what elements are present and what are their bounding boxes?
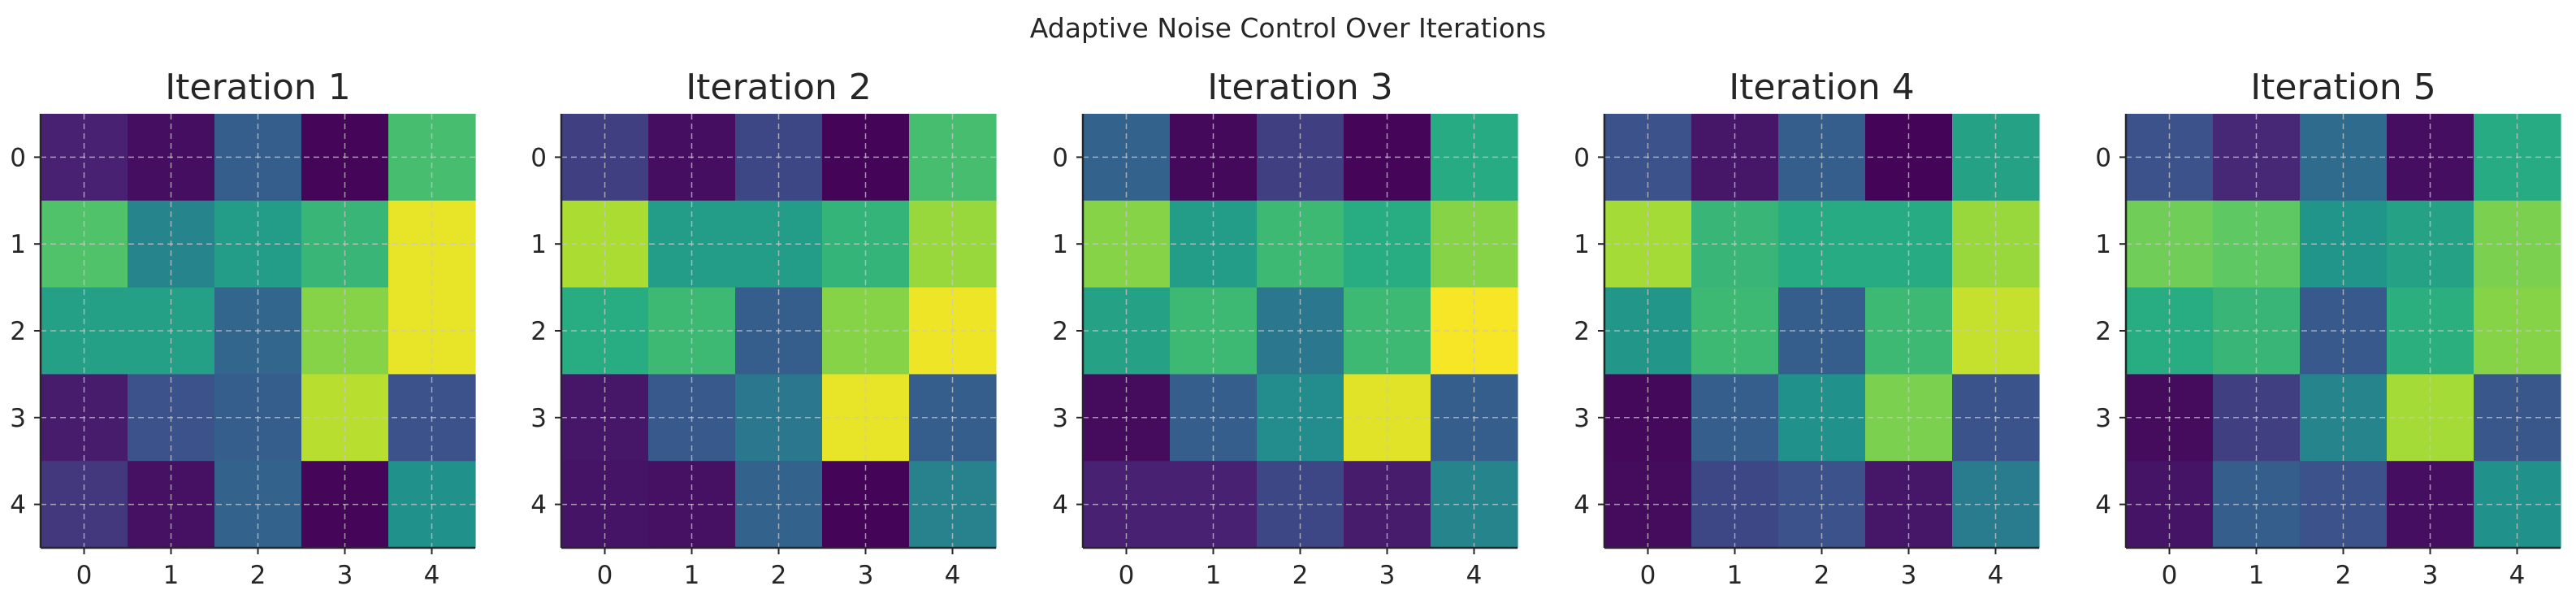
y-tick-label: 3 (1574, 404, 1590, 433)
x-tick-label: 2 (771, 561, 787, 590)
x-tick-label: 3 (2422, 561, 2439, 590)
y-tick-label: 0 (10, 143, 26, 172)
y-tick-label: 2 (1052, 317, 1068, 346)
x-tick-label: 3 (337, 561, 353, 590)
x-tick-label: 0 (597, 561, 613, 590)
x-tick-label: 1 (163, 561, 180, 590)
panel-title: Iteration 4 (1729, 67, 1915, 108)
x-tick-label: 2 (2336, 561, 2352, 590)
x-tick-label: 2 (1814, 561, 1830, 590)
heatmap-panel-1: Iteration 1 0 1 2 3 4 0 1 2 3 4 (10, 67, 476, 590)
y-tick-label: 4 (2095, 491, 2111, 520)
y-tick-label: 1 (10, 230, 26, 259)
y-tick-label: 2 (2095, 317, 2111, 346)
y-tick-label: 0 (530, 143, 547, 172)
heatmap-panel-4: Iteration 4 0 1 2 3 4 0 1 2 3 4 (1574, 67, 2040, 590)
y-tick-label: 4 (1052, 491, 1068, 520)
x-tick-label: 1 (1206, 561, 1222, 590)
x-tick-label: 1 (684, 561, 700, 590)
x-tick-label: 4 (1988, 561, 2004, 590)
x-tick-label: 2 (1292, 561, 1309, 590)
y-tick-label: 3 (10, 404, 26, 433)
y-tick-label: 2 (10, 317, 26, 346)
x-tick-label: 4 (424, 561, 440, 590)
x-tick-label: 3 (858, 561, 874, 590)
y-tick-label: 2 (1574, 317, 1590, 346)
panel-title: Iteration 2 (686, 67, 872, 108)
x-tick-label: 0 (1640, 561, 1656, 590)
y-tick-label: 3 (530, 404, 547, 433)
x-tick-label: 2 (250, 561, 266, 590)
x-tick-label: 1 (2249, 561, 2265, 590)
x-tick-label: 1 (1727, 561, 1743, 590)
panel-title: Iteration 1 (165, 67, 351, 108)
heatmap-panel-2: Iteration 2 0 1 2 3 4 0 1 2 3 4 (530, 67, 997, 590)
x-tick-label: 4 (2509, 561, 2526, 590)
y-tick-label: 1 (530, 230, 547, 259)
x-tick-label: 4 (945, 561, 961, 590)
y-tick-label: 4 (10, 491, 26, 520)
y-tick-label: 4 (1574, 491, 1590, 520)
y-tick-label: 1 (1052, 230, 1068, 259)
x-tick-label: 0 (1119, 561, 1135, 590)
y-tick-label: 4 (530, 491, 547, 520)
y-tick-label: 1 (1574, 230, 1590, 259)
panel-title: Iteration 3 (1207, 67, 1393, 108)
heatmap-panel-5: Iteration 5 0 1 2 3 4 0 1 2 3 4 (2095, 67, 2561, 590)
x-tick-label: 3 (1379, 561, 1396, 590)
x-tick-label: 0 (2162, 561, 2178, 590)
y-tick-label: 3 (1052, 404, 1068, 433)
x-tick-label: 4 (1466, 561, 1483, 590)
figure-suptitle: Adaptive Noise Control Over Iterations (1029, 12, 1547, 44)
y-tick-label: 3 (2095, 404, 2111, 433)
heatmap-panel-3: Iteration 3 0 1 2 3 4 0 1 2 3 4 (1052, 67, 1518, 590)
y-tick-label: 0 (2095, 143, 2111, 172)
y-tick-label: 2 (530, 317, 547, 346)
panel-title: Iteration 5 (2250, 67, 2436, 108)
y-tick-label: 0 (1574, 143, 1590, 172)
y-tick-label: 0 (1052, 143, 1068, 172)
y-tick-label: 1 (2095, 230, 2111, 259)
x-tick-label: 0 (76, 561, 93, 590)
x-tick-label: 3 (1901, 561, 1917, 590)
